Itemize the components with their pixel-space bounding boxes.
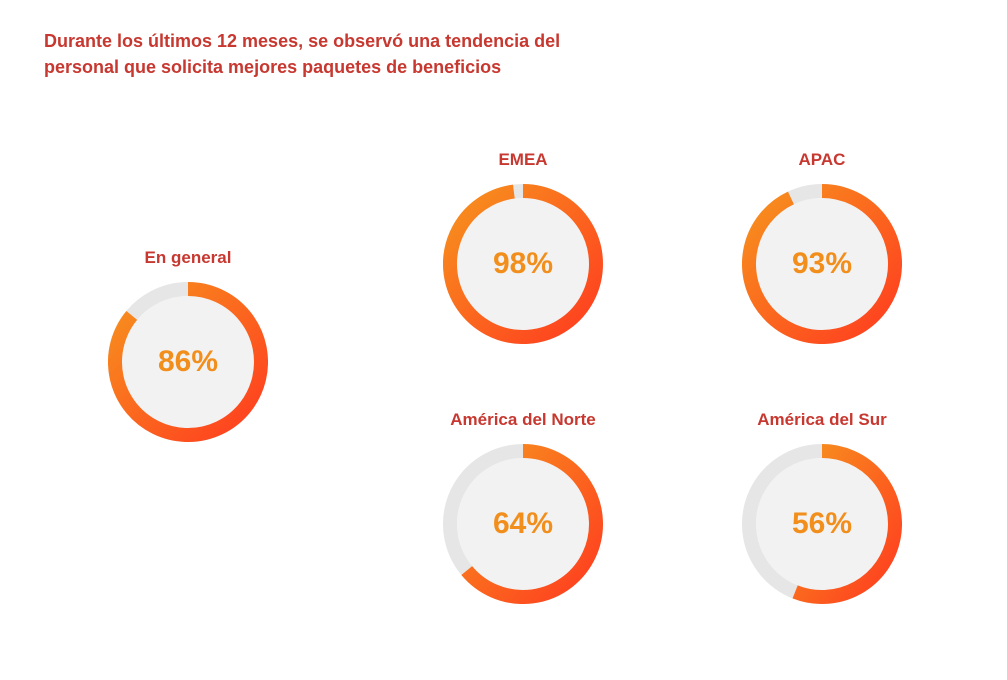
donut-inner-fill [756, 458, 888, 590]
donut-label-overall: En general [108, 248, 268, 268]
donut-chart-overall: 86% [108, 282, 268, 442]
donut-apac: APAC 93% [742, 150, 902, 344]
donut-na: América del Norte 64% [443, 410, 603, 604]
donut-chart-apac: 93% [742, 184, 902, 344]
donut-chart-sa: 56% [742, 444, 902, 604]
page-title: Durante los últimos 12 meses, se observó… [44, 28, 604, 80]
donut-overall: En general 86% [108, 248, 268, 442]
donut-inner-fill [756, 198, 888, 330]
infographic-canvas: Durante los últimos 12 meses, se observó… [0, 0, 1007, 680]
donut-label-emea: EMEA [443, 150, 603, 170]
donut-sa: América del Sur 56% [742, 410, 902, 604]
donut-label-apac: APAC [742, 150, 902, 170]
donut-label-sa: América del Sur [742, 410, 902, 430]
donut-emea: EMEA 98% [443, 150, 603, 344]
donut-label-na: América del Norte [443, 410, 603, 430]
donut-inner-fill [457, 458, 589, 590]
donut-chart-na: 64% [443, 444, 603, 604]
donut-inner-fill [457, 198, 589, 330]
donut-inner-fill [122, 296, 254, 428]
donut-chart-emea: 98% [443, 184, 603, 344]
